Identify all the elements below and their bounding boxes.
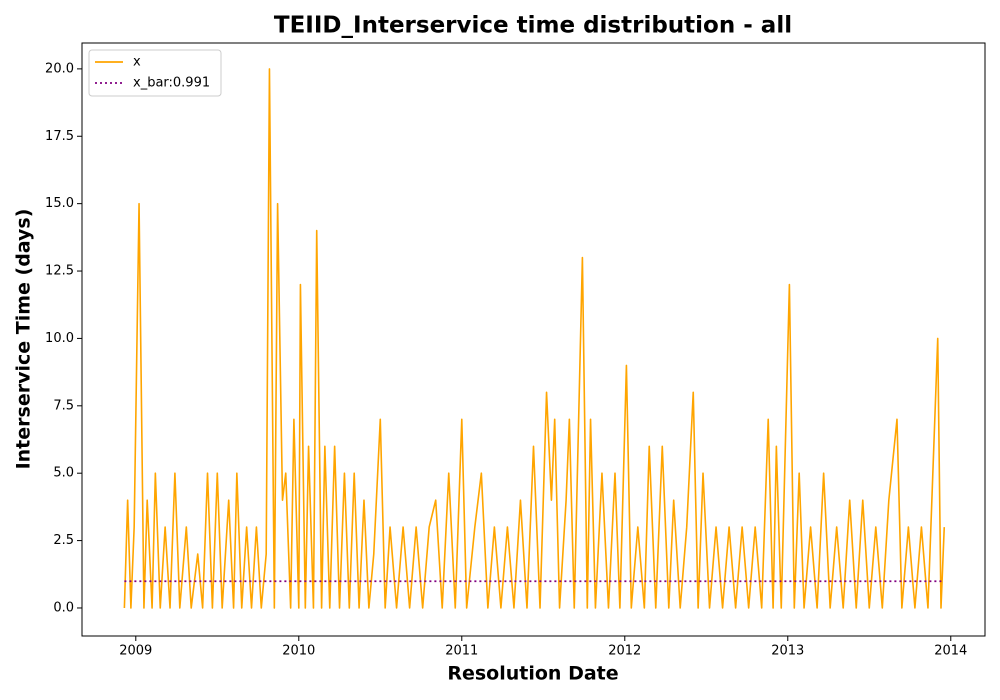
x-tick-label: 2010: [282, 644, 315, 659]
y-tick-label: 10.0: [45, 331, 74, 346]
x-tick-label: 2014: [934, 644, 967, 659]
x-tick-label: 2009: [119, 644, 152, 659]
y-tick-label: 7.5: [53, 398, 74, 413]
y-axis-label: Interservice Time (days): [13, 209, 35, 470]
y-tick-label: 20.0: [45, 61, 74, 76]
y-tick-label: 2.5: [53, 533, 74, 548]
y-tick-label: 5.0: [53, 466, 74, 481]
y-tick-label: 15.0: [45, 196, 74, 211]
series-line: [123, 68, 946, 609]
y-tick-label: 17.5: [45, 129, 74, 144]
plot-frame: [81, 42, 986, 637]
y-tick-label: 12.5: [45, 264, 74, 279]
chart-title: TEIID_Interservice time distribution - a…: [274, 13, 792, 39]
x-axis-label: Resolution Date: [447, 663, 618, 685]
y-tick-label: 0.0: [53, 600, 74, 615]
x-tick-label: 2012: [608, 644, 641, 659]
legend-label: x: [133, 55, 141, 70]
x-tick-label: 2011: [445, 644, 478, 659]
legend-label: x_bar:0.991: [133, 76, 210, 91]
x-tick-label: 2013: [771, 644, 804, 659]
